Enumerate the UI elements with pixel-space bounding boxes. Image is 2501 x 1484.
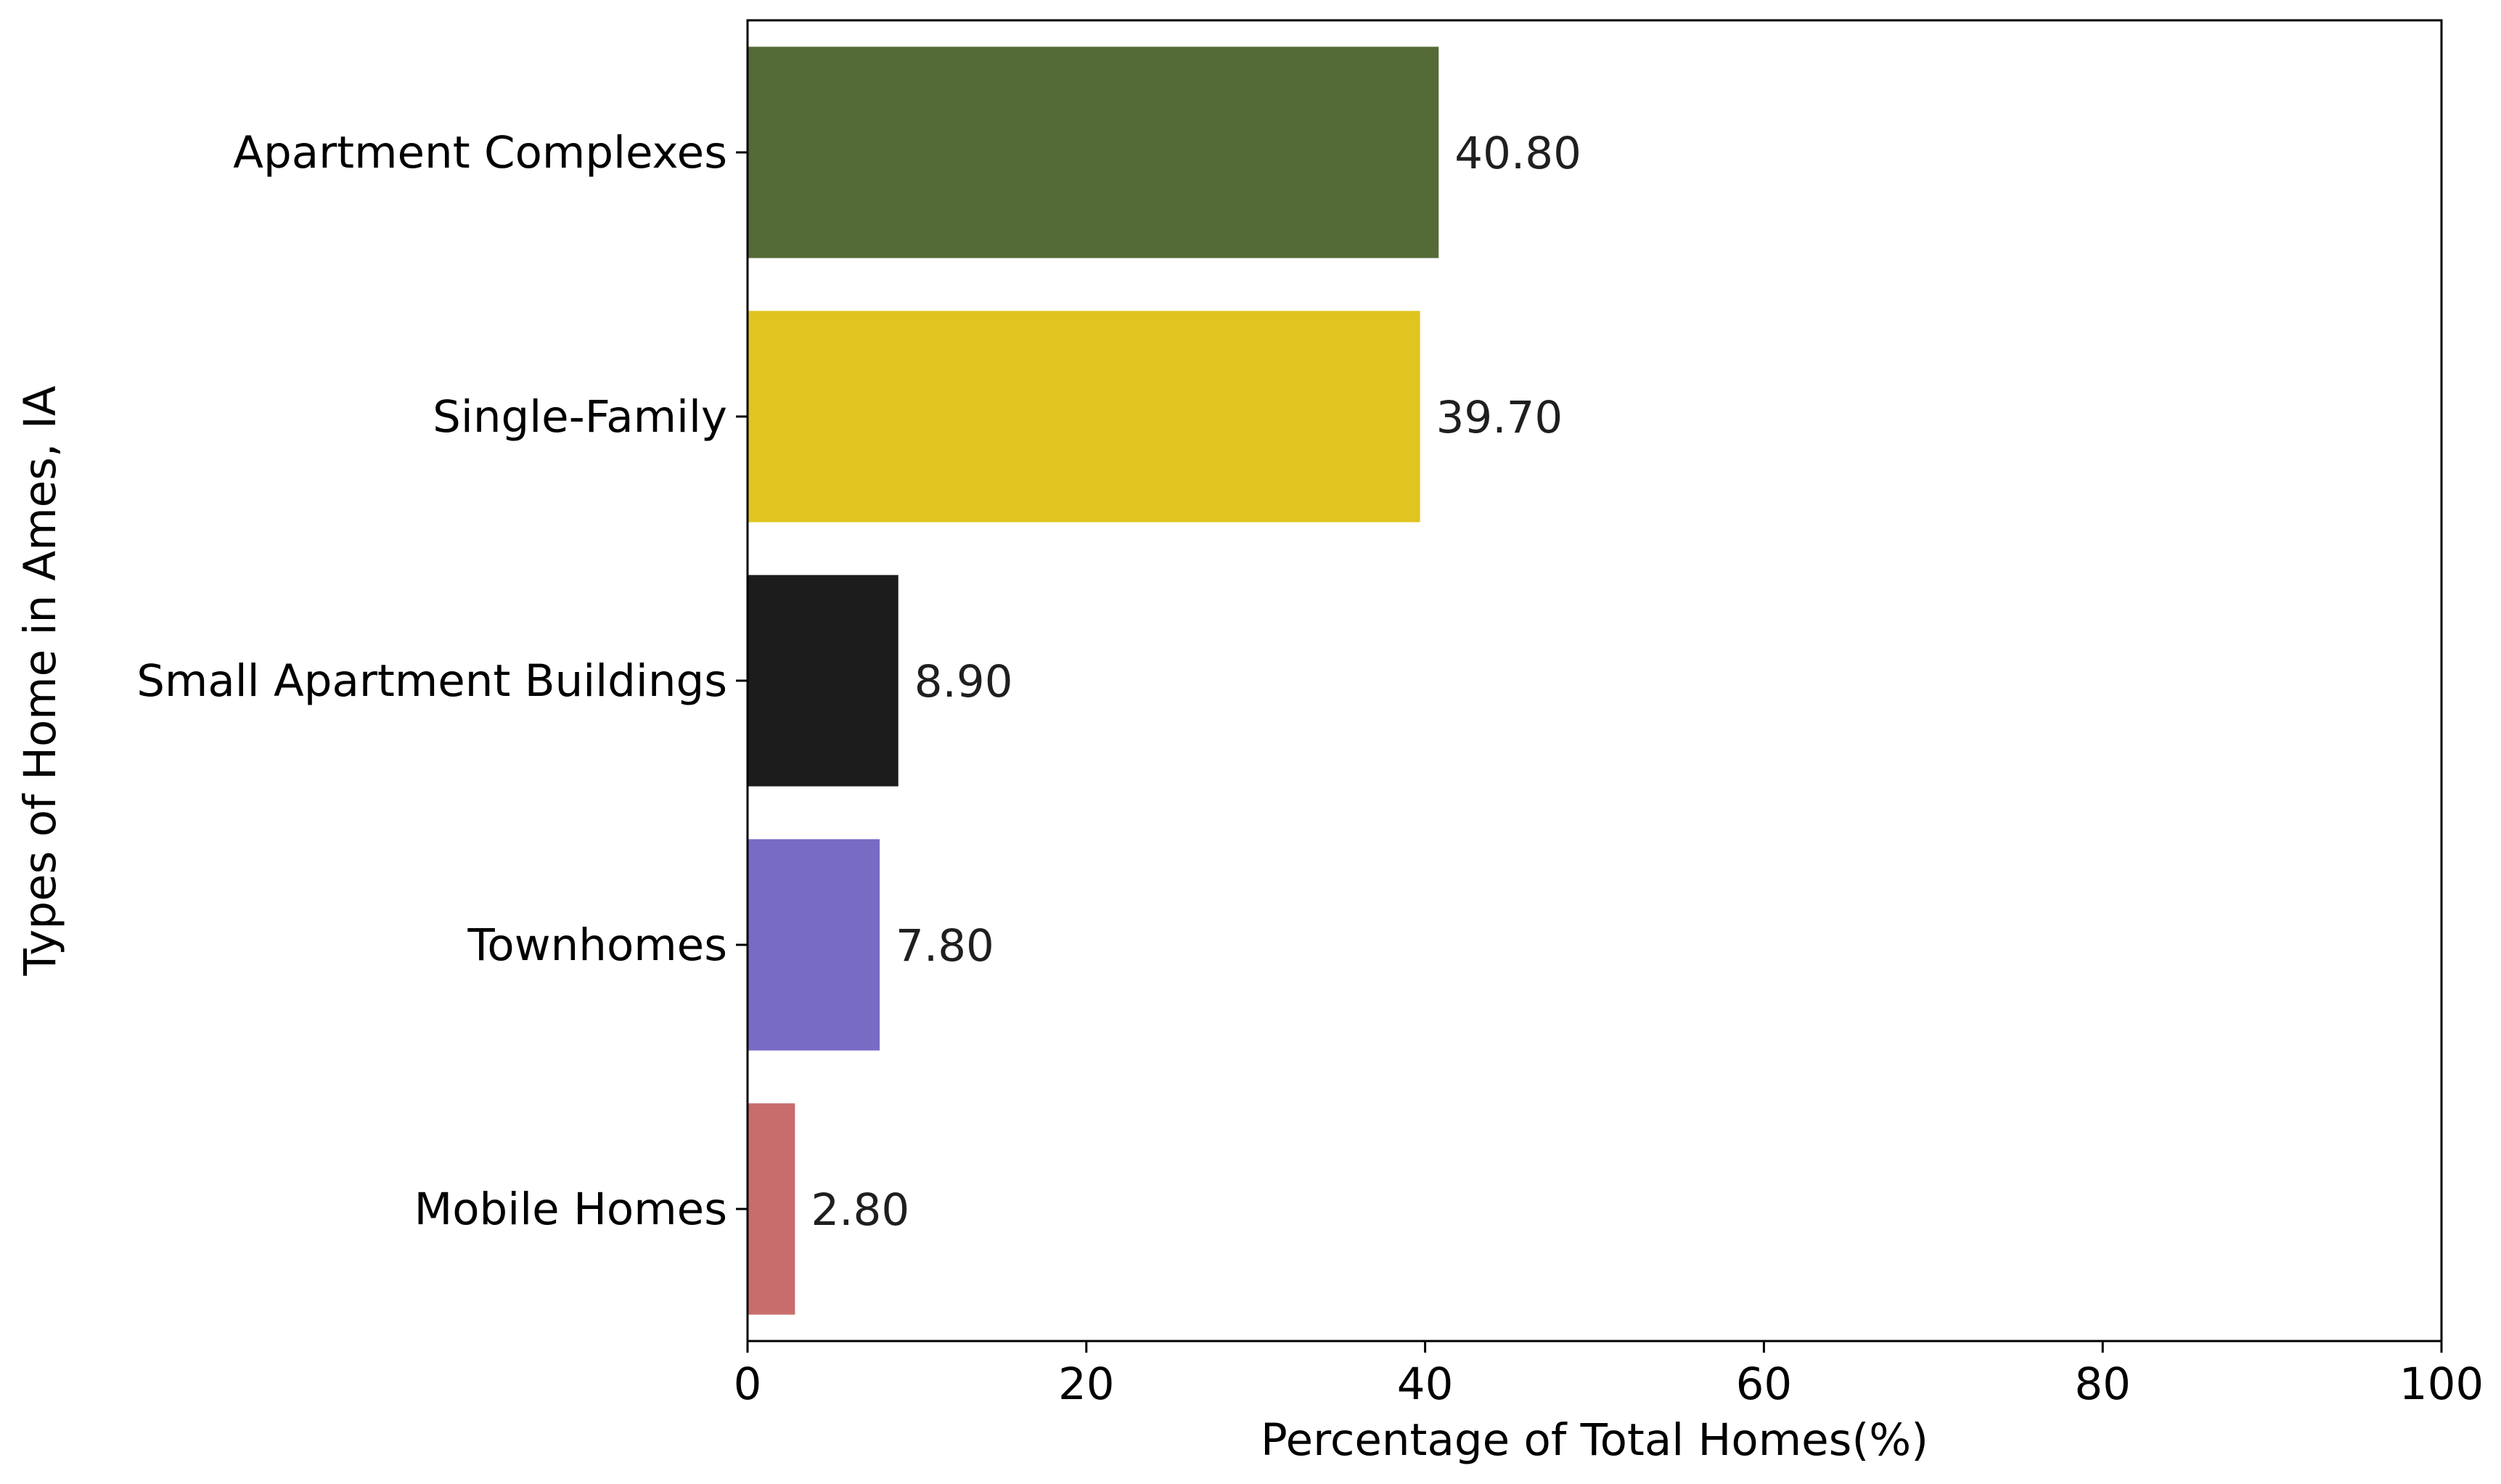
x-tick-label: 40 (1397, 1358, 1454, 1410)
x-tick-label: 0 (734, 1358, 762, 1410)
x-tick-label: 20 (1058, 1358, 1115, 1410)
y-tick-label: Mobile Homes (414, 1184, 727, 1235)
bar-small-apartment-buildings (748, 575, 899, 787)
y-tick-label: Single-Family (433, 391, 727, 443)
bar-townhomes (748, 839, 880, 1051)
data-label: 40.80 (1454, 128, 1581, 179)
data-label: 2.80 (811, 1184, 909, 1236)
bar-single-family (748, 311, 1420, 522)
x-tick-label: 60 (1736, 1358, 1793, 1410)
y-tick-label: Apartment Complexes (233, 127, 727, 179)
y-tick-label: Townhomes (467, 919, 727, 971)
y-tick-label: Small Apartment Buildings (136, 655, 727, 707)
data-label: 8.90 (914, 656, 1013, 708)
bar-apartment-complexes (748, 46, 1439, 258)
bars-layer (748, 46, 1439, 1315)
x-tick-label: 100 (2399, 1358, 2484, 1410)
data-label: 39.70 (1436, 392, 1563, 443)
x-tick-label: 80 (2074, 1358, 2131, 1410)
data-labels-layer: 40.80 39.70 8.90 7.80 2.80 (811, 128, 1581, 1236)
bar-mobile-homes (748, 1103, 795, 1315)
axes-layer: Apartment Complexes Single-Family Small Ap… (136, 127, 2484, 1410)
plot-area-frame (746, 19, 2443, 1342)
x-axis-title: Percentage of Total Homes(%) (1261, 1414, 1928, 1466)
y-axis-title: Types of Home in Ames, IA (15, 385, 66, 976)
data-label: 7.80 (896, 920, 994, 972)
